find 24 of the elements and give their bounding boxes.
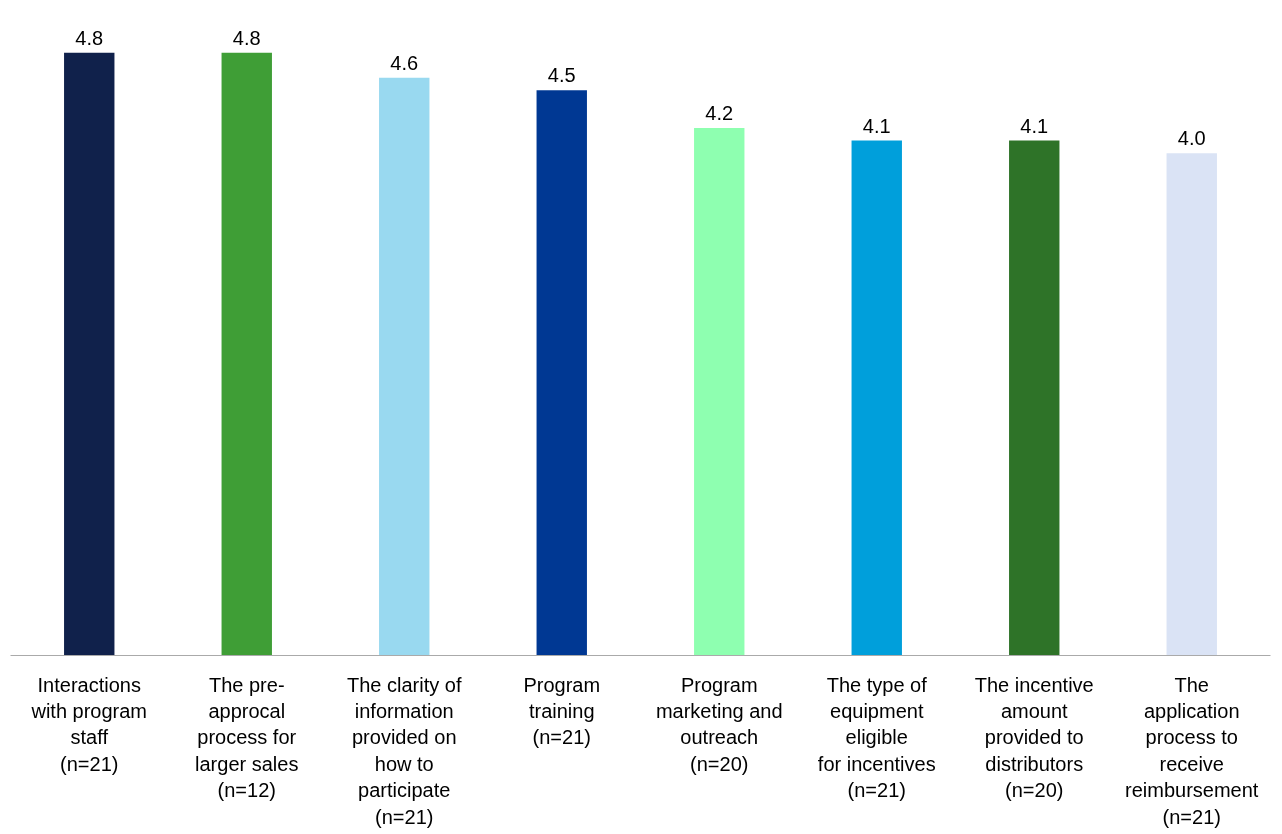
bar [379,77,430,656]
x-tick-label: The type of equipment eligible for incentives (n=21) [817,673,936,802]
data-label: 4.8 [75,26,104,49]
bar [694,128,745,656]
x-tick-label: Program marketing and outreach (n=20) [655,673,783,775]
data-label: 4.1 [1020,114,1049,137]
data-label: 4.0 [1177,127,1206,150]
x-tick-label: The incentive amount provided to distributors (n=20) [974,673,1094,802]
bar [221,52,272,656]
bar [64,52,115,656]
bar [536,90,587,656]
data-label: 4.2 [705,102,734,125]
bar [851,140,902,656]
x-tick-label: The application process to receive reimbursement (n=21) [1125,673,1259,828]
data-label: 4.6 [390,51,419,74]
bar [1009,140,1060,656]
data-label: 4.8 [232,26,261,49]
x-tick-label: The pre- approcal process for larger sales (n=12) [195,673,299,802]
x-tick-label: Program training (n=21) [523,673,601,749]
data-label: 4.1 [862,114,891,137]
x-tick-label: The clarity of information provided on how to participate (n=21) [347,673,462,828]
data-label: 4.5 [547,64,576,87]
x-tick-label: Interactions with program staff (n=21) [30,673,148,775]
bar [1166,153,1217,656]
